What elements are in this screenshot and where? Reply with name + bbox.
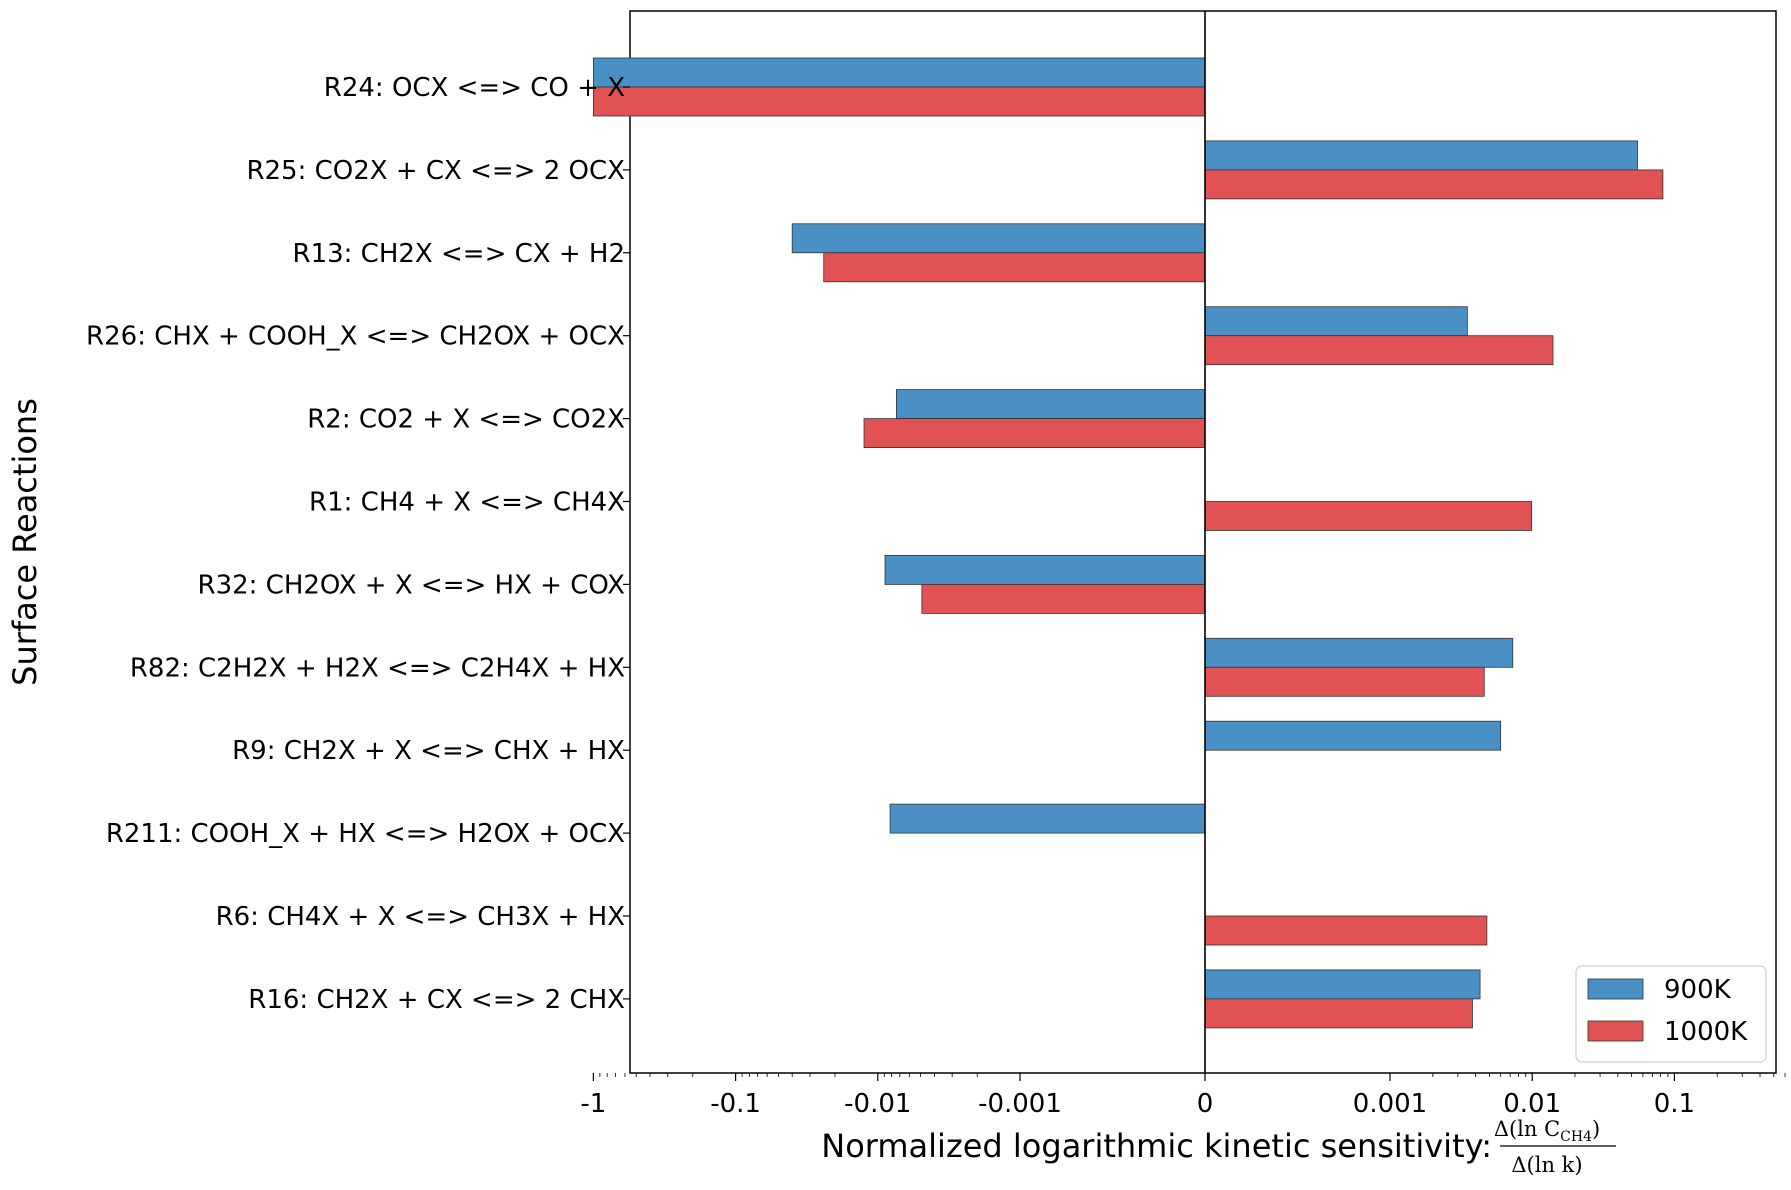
category-label-3: R26: CHX + COOH_X <=> CH2OX + OCX [86,322,625,352]
x-tick-label-6: 0.01 [1503,1089,1561,1119]
category-label-4: R2: CO2 + X <=> CO2X [307,405,625,435]
category-label-6: R32: CH2OX + X <=> HX + COX [198,570,626,600]
bar-1000k-7 [1204,666,1485,697]
bars-group [593,57,1664,1029]
x-tick-label-5: 0.001 [1353,1089,1427,1119]
bar-900k-3 [1204,306,1468,337]
category-label-11: R16: CH2X + CX <=> 2 CHX [248,985,625,1015]
bar-1000k-2 [823,252,1206,283]
x-tick-label-1: -0.1 [710,1089,761,1119]
legend-swatch-1000k [1587,1020,1644,1042]
bar-900k-2 [791,223,1206,254]
category-label-0: R24: OCX <=> CO + X [324,73,625,103]
legend-swatch-900k [1587,978,1644,1000]
bar-900k-9 [889,803,1206,834]
category-label-9: R211: COOH_X + HX <=> H2OX + OCX [106,819,625,849]
bar-1000k-1 [1204,169,1664,200]
legend-label-1000k: 1000K [1664,1017,1748,1047]
category-label-1: R25: CO2X + CX <=> 2 OCX [246,156,625,186]
legend-label-900k: 900K [1664,975,1732,1005]
category-label-10: R6: CH4X + X <=> CH3X + HX [216,902,625,932]
bar-900k-6 [884,555,1206,585]
x-tick-label-7: 0.1 [1654,1089,1695,1119]
category-label-2: R13: CH2X <=> CX + H2 [293,239,626,269]
bar-900k-0 [593,57,1206,88]
fraction-numerator: Δ(ln CCH4) [1494,1117,1600,1145]
bar-1000k-3 [1204,335,1554,366]
bar-1000k-0 [593,86,1206,117]
x-tick-label-3: -0.001 [978,1089,1062,1119]
x-tick-label-0: -1 [580,1089,606,1119]
bar-1000k-5 [1204,501,1532,531]
y-axis-title: Surface Reactions [6,398,44,686]
y-axis-categories: R24: OCX <=> CO + X R25: CO2X + CX <=> 2 … [86,73,630,1015]
x-tick-label-4: 0 [1197,1089,1214,1119]
x-axis-title: Normalized logarithmic kinetic sensitivi… [821,1127,1492,1165]
bar-900k-1 [1204,140,1638,171]
bar-900k-11 [1204,969,1481,1000]
bar-900k-8 [1204,720,1502,751]
bar-1000k-6 [921,584,1206,614]
category-label-5: R1: CH4 + X <=> CH4X [309,488,625,518]
category-label-7: R82: C2H2X + H2X <=> C2H4X + HX [130,653,625,683]
bar-1000k-10 [1204,915,1488,946]
category-label-8: R9: CH2X + X <=> CHX + HX [232,736,625,766]
bar-1000k-4 [863,418,1206,449]
fraction-denominator: Δ(ln k) [1511,1153,1582,1177]
legend: 900K 1000K [1575,965,1767,1063]
bar-1000k-11 [1204,998,1473,1029]
bar-900k-4 [895,389,1206,420]
plot-frame [629,10,1777,1074]
bar-900k-7 [1204,637,1514,668]
x-tick-label-2: -0.01 [844,1089,911,1119]
x-axis-title-fraction: Δ(ln CCH4) Δ(ln k) [1494,1117,1616,1177]
